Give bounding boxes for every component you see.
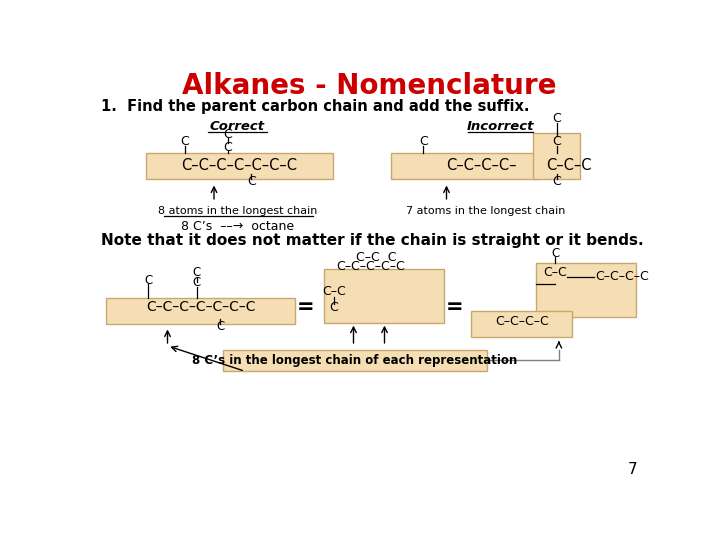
Text: C: C xyxy=(552,112,561,125)
FancyBboxPatch shape xyxy=(106,298,295,323)
Text: Correct: Correct xyxy=(210,120,265,133)
Text: 7: 7 xyxy=(628,462,637,477)
Text: C: C xyxy=(247,176,256,188)
Text: C: C xyxy=(552,136,561,148)
Text: C: C xyxy=(193,266,201,279)
Text: 8 atoms in the longest chain: 8 atoms in the longest chain xyxy=(158,206,317,216)
FancyBboxPatch shape xyxy=(223,350,487,372)
Text: Incorrect: Incorrect xyxy=(467,120,534,133)
Text: C: C xyxy=(180,136,189,148)
Text: C: C xyxy=(193,276,201,289)
FancyBboxPatch shape xyxy=(536,264,636,318)
Text: C: C xyxy=(419,136,428,148)
Text: Note that it does not matter if the chain is straight or it bends.: Note that it does not matter if the chai… xyxy=(101,233,644,248)
FancyBboxPatch shape xyxy=(145,153,333,179)
FancyBboxPatch shape xyxy=(324,269,444,323)
Text: C–C–C–C: C–C–C–C xyxy=(595,270,649,283)
Text: C–C–C–C–C–C–C: C–C–C–C–C–C–C xyxy=(181,158,297,173)
Text: C: C xyxy=(224,141,233,154)
Text: C–C–C–C–C: C–C–C–C–C xyxy=(336,260,405,273)
Text: C–C–C–C–: C–C–C–C– xyxy=(446,158,517,173)
FancyBboxPatch shape xyxy=(391,153,538,179)
Text: C: C xyxy=(552,176,561,188)
Text: C: C xyxy=(144,274,152,287)
Text: C–C–C–C: C–C–C–C xyxy=(495,315,549,328)
Text: C–C–C: C–C–C xyxy=(546,158,592,173)
Text: 1.  Find the parent carbon chain and add the suffix.: 1. Find the parent carbon chain and add … xyxy=(101,99,529,114)
Text: =: = xyxy=(297,298,314,318)
FancyBboxPatch shape xyxy=(472,311,572,336)
Text: 7 atoms in the longest chain: 7 atoms in the longest chain xyxy=(405,206,565,216)
Text: C–C–C–C–C–C–C: C–C–C–C–C–C–C xyxy=(146,300,256,314)
Text: 8 C’s in the longest chain of each representation: 8 C’s in the longest chain of each repre… xyxy=(192,354,518,367)
Text: 8 C’s  ––→  octane: 8 C’s ––→ octane xyxy=(181,220,294,233)
Text: C: C xyxy=(216,320,225,333)
Text: C–C: C–C xyxy=(543,266,567,279)
Text: =: = xyxy=(446,298,463,318)
Text: Alkanes - Nomenclature: Alkanes - Nomenclature xyxy=(181,72,557,100)
Text: C–C  C: C–C C xyxy=(356,251,397,264)
Text: C: C xyxy=(330,301,338,314)
Text: C: C xyxy=(224,127,233,140)
Text: C: C xyxy=(551,247,559,260)
FancyBboxPatch shape xyxy=(534,132,580,179)
Text: C–C: C–C xyxy=(323,286,346,299)
